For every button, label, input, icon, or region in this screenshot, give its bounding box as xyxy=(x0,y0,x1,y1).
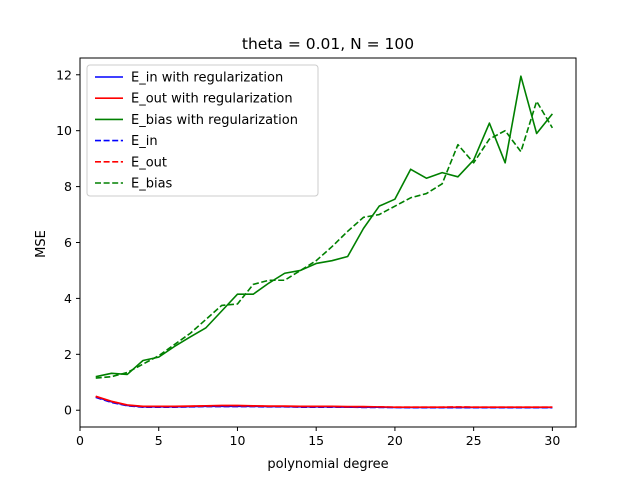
x-axis-title: polynomial degree xyxy=(267,457,388,472)
y-tick-label-3: 6 xyxy=(64,235,72,250)
legend-label-6: E_bias xyxy=(131,177,173,192)
y-tick-label-2: 4 xyxy=(64,291,72,306)
legend-label-4: E_in xyxy=(131,134,158,149)
legend-label-5: E_out xyxy=(131,155,167,170)
y-axis-title: MSE xyxy=(34,230,49,258)
x-tick-label-4: 20 xyxy=(387,433,403,448)
x-tick-label-1: 5 xyxy=(155,433,163,448)
legend-label-2: E_out with regularization xyxy=(131,92,293,107)
chart-title: theta = 0.01, N = 100 xyxy=(242,35,414,53)
x-tick-label-2: 10 xyxy=(230,433,246,448)
x-tick-label-6: 30 xyxy=(544,433,560,448)
y-tick-label-4: 8 xyxy=(64,179,72,194)
legend-box xyxy=(86,64,319,197)
legend-label-1: E_in with regularization xyxy=(131,71,283,86)
series-line-6 xyxy=(95,100,554,379)
y-tick-label-6: 12 xyxy=(56,67,72,82)
x-tick-label-0: 0 xyxy=(76,433,84,448)
y-tick-label-0: 0 xyxy=(64,403,72,418)
plot-area: 0 5 10 15 20 25 30 0 2 4 6 8 10 12 xyxy=(56,57,577,448)
series-line-3 xyxy=(95,75,554,378)
legend: E_in with regularization E_out with regul… xyxy=(86,64,319,197)
x-tick-label-3: 15 xyxy=(308,433,324,448)
x-tick-label-5: 25 xyxy=(466,433,482,448)
legend-label-3: E_bias with regularization xyxy=(131,113,298,128)
y-tick-label-1: 2 xyxy=(64,347,72,362)
series-line-5 xyxy=(95,395,553,408)
y-tick-label-5: 10 xyxy=(56,123,72,138)
